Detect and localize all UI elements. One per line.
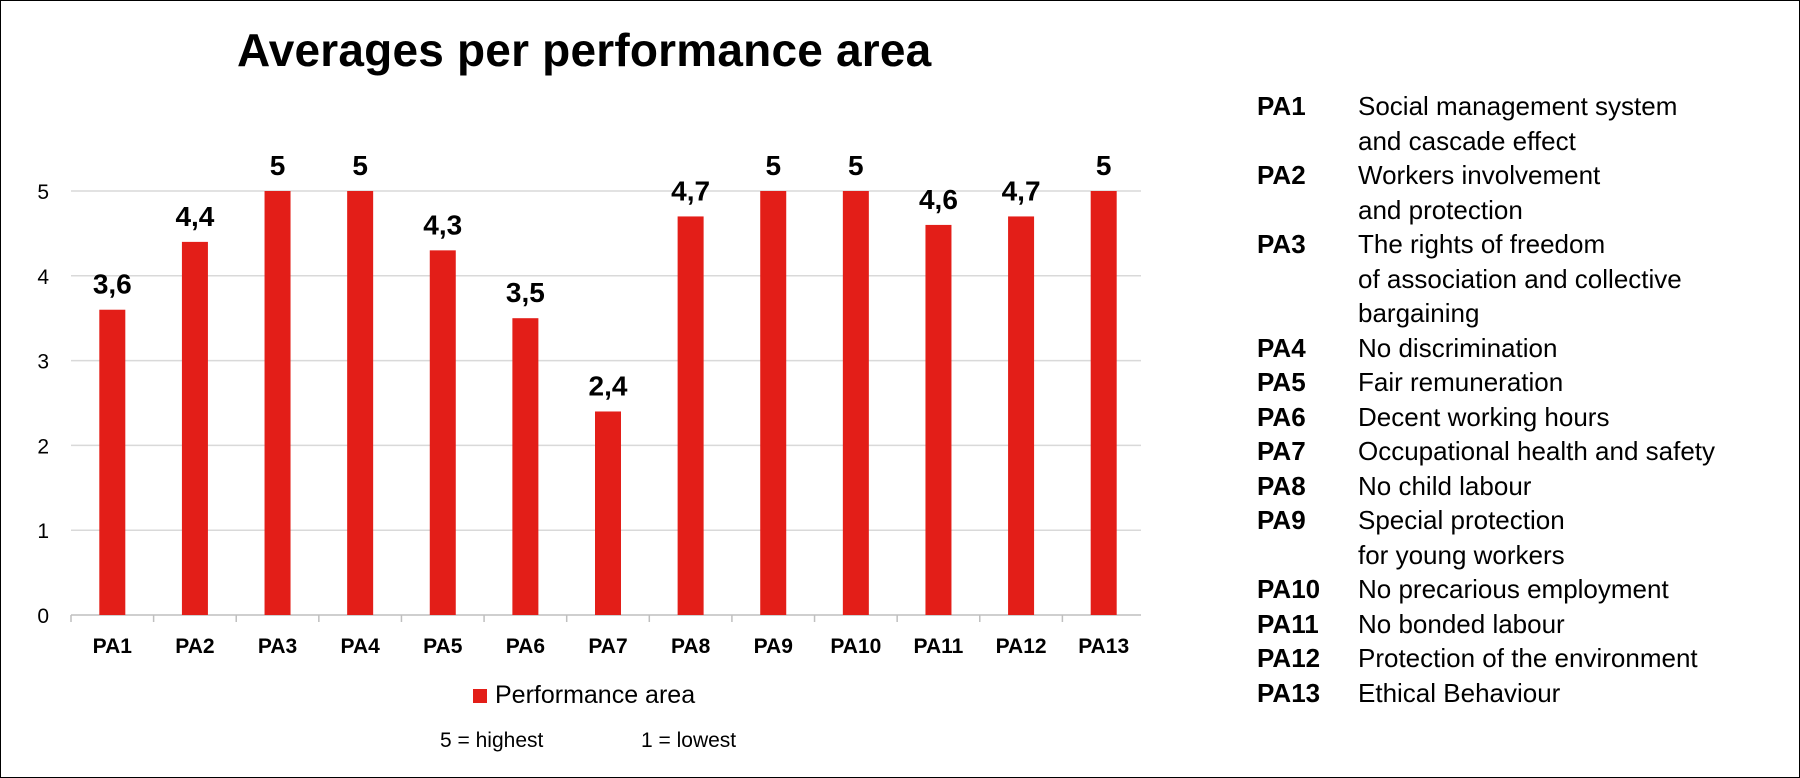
y-tick-label: 2 — [37, 435, 49, 458]
key-description: No discrimination — [1358, 332, 1558, 363]
key-description: Occupational health and safety — [1358, 436, 1716, 466]
key-item-pa8: PA8 No child labour — [1257, 469, 1797, 504]
key-item-pa6: PA6 Decent working hours — [1257, 400, 1797, 435]
bars — [99, 191, 1117, 616]
legend-label: Performance area — [495, 681, 696, 709]
x-tick-label: PA1 — [93, 635, 133, 658]
x-tick-label: PA5 — [423, 635, 463, 658]
key-item-pa4: PA4 No discrimination — [1257, 331, 1797, 366]
bar-pa4 — [347, 191, 374, 615]
scale-note-highest: 5 = highest — [440, 729, 544, 752]
data-label: 5 — [1096, 150, 1112, 181]
legend-swatch — [473, 688, 487, 703]
bar-pa9 — [760, 191, 787, 615]
performance-area-key: PA1 Social management system and cascade … — [1257, 89, 1797, 710]
key-item-pa3: PA3 The rights of freedom of association … — [1257, 227, 1797, 331]
key-item-pa10: PA10 No precarious employment — [1257, 572, 1797, 607]
x-tick-label: PA6 — [506, 635, 545, 658]
key-description: Fair remuneration — [1358, 367, 1564, 397]
key-description: Workers involvement and protection — [1358, 160, 1601, 225]
bar-pa8 — [677, 216, 704, 615]
key-description: Protection of the environment — [1358, 643, 1698, 673]
x-tick-label: PA13 — [1078, 635, 1129, 658]
x-tick-label: PA4 — [341, 635, 381, 658]
key-code: PA5 — [1257, 367, 1306, 397]
key-description: Decent working hours — [1358, 401, 1610, 432]
data-label: 3,6 — [93, 269, 132, 300]
key-item-pa7: PA7 Occupational health and safety — [1257, 434, 1797, 469]
key-item-pa1: PA1 Social management system and cascade … — [1257, 89, 1797, 158]
bar-chart: 0 1 2 3 4 5 3,6 4,4 5 5 4,3 3,5 2,4 4,7 5 5 4,6 4,7 5 PA1… — [37, 150, 1141, 658]
bar-pa13 — [1090, 191, 1117, 615]
bar-pa11 — [925, 224, 952, 616]
y-tick-label: 5 — [37, 181, 49, 204]
data-labels: 3,6 4,4 5 5 4,3 3,5 2,4 4,7 5 5 4,6 4,7 5 — [93, 150, 1112, 401]
key-description: The rights of freedom of association and… — [1358, 229, 1682, 328]
bar-pa5 — [429, 250, 456, 616]
data-label: 5 — [352, 150, 368, 181]
x-tick-label: PA2 — [175, 635, 214, 658]
data-label: 5 — [270, 150, 286, 181]
bar-pa2 — [181, 241, 208, 615]
data-label: 4,6 — [919, 184, 958, 215]
key-item-pa11: PA11 No bonded labour — [1257, 607, 1797, 642]
x-tick-label: PA3 — [258, 635, 297, 658]
data-label: 2,4 — [589, 370, 628, 401]
data-label: 4,3 — [423, 209, 462, 240]
data-label: 4,4 — [175, 201, 214, 232]
y-tick-label: 1 — [37, 520, 49, 543]
data-label: 5 — [848, 150, 864, 181]
key-code: PA11 — [1257, 608, 1319, 639]
key-code: PA9 — [1257, 505, 1306, 535]
bar-pa12 — [1008, 216, 1035, 615]
x-tick-label: PA11 — [914, 635, 964, 658]
bar-pa10 — [842, 191, 869, 615]
key-item-pa12: PA12 Protection of the environment — [1257, 641, 1797, 676]
x-tick-label: PA10 — [830, 635, 881, 658]
data-label: 4,7 — [1002, 175, 1041, 206]
key-code: PA12 — [1257, 643, 1321, 673]
key-code: PA1 — [1257, 91, 1306, 121]
key-description: No child labour — [1358, 470, 1532, 501]
key-code: PA10 — [1257, 574, 1321, 604]
key-item-pa5: PA5 Fair remuneration — [1257, 365, 1797, 400]
x-tick-label: PA12 — [996, 635, 1047, 658]
chart-title: Averages per performance area — [237, 24, 932, 76]
bar-pa3 — [264, 191, 291, 615]
x-tick-label: PA9 — [754, 635, 793, 658]
scale-note-lowest: 1 = lowest — [641, 729, 737, 752]
key-code: PA7 — [1257, 436, 1306, 466]
key-description: No precarious employment — [1358, 574, 1669, 604]
key-code: PA6 — [1257, 401, 1306, 432]
key-item-pa13: PA13 Ethical Behaviour — [1257, 676, 1797, 711]
key-description: No bonded labour — [1358, 608, 1565, 639]
bar-pa1 — [99, 309, 126, 615]
x-tick-label: PA7 — [588, 635, 627, 658]
key-code: PA4 — [1257, 332, 1306, 363]
y-tick-label: 4 — [37, 266, 49, 289]
data-label: 3,5 — [506, 277, 545, 308]
bar-pa7 — [595, 411, 621, 615]
x-tick-label: PA8 — [671, 635, 711, 658]
bar-pa6 — [512, 318, 539, 615]
key-item-pa2: PA2 Workers involvement and protection — [1257, 158, 1797, 227]
key-description: Social management system and cascade eff… — [1358, 91, 1678, 156]
x-axis-ticks: PA1 PA2 PA3 PA4 PA5 PA6 PA7 PA8 PA9 PA10 PA11 PA12 P… — [93, 635, 1130, 658]
key-code: PA3 — [1257, 229, 1306, 259]
key-description: Special protection for young workers — [1358, 505, 1565, 570]
y-tick-label: 3 — [37, 351, 49, 374]
chart-legend: Performance area — [473, 681, 695, 710]
key-code: PA8 — [1257, 470, 1306, 501]
key-code: PA2 — [1257, 160, 1306, 190]
y-tick-label: 0 — [37, 605, 49, 628]
key-item-pa9: PA9 Special protection for young workers — [1257, 503, 1797, 572]
key-code: PA13 — [1257, 677, 1321, 708]
y-axis-ticks: 0 1 2 3 4 5 — [37, 181, 49, 628]
data-label: 4,7 — [671, 175, 710, 206]
key-description: Ethical Behaviour — [1358, 677, 1561, 708]
data-label: 5 — [765, 150, 781, 181]
